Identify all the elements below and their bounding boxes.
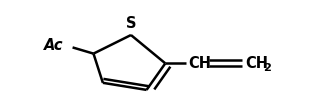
Text: S: S [126,16,136,31]
Text: 2: 2 [263,63,271,73]
Text: CH: CH [188,56,211,71]
Text: Ac: Ac [44,38,64,53]
Text: CH: CH [245,56,268,71]
